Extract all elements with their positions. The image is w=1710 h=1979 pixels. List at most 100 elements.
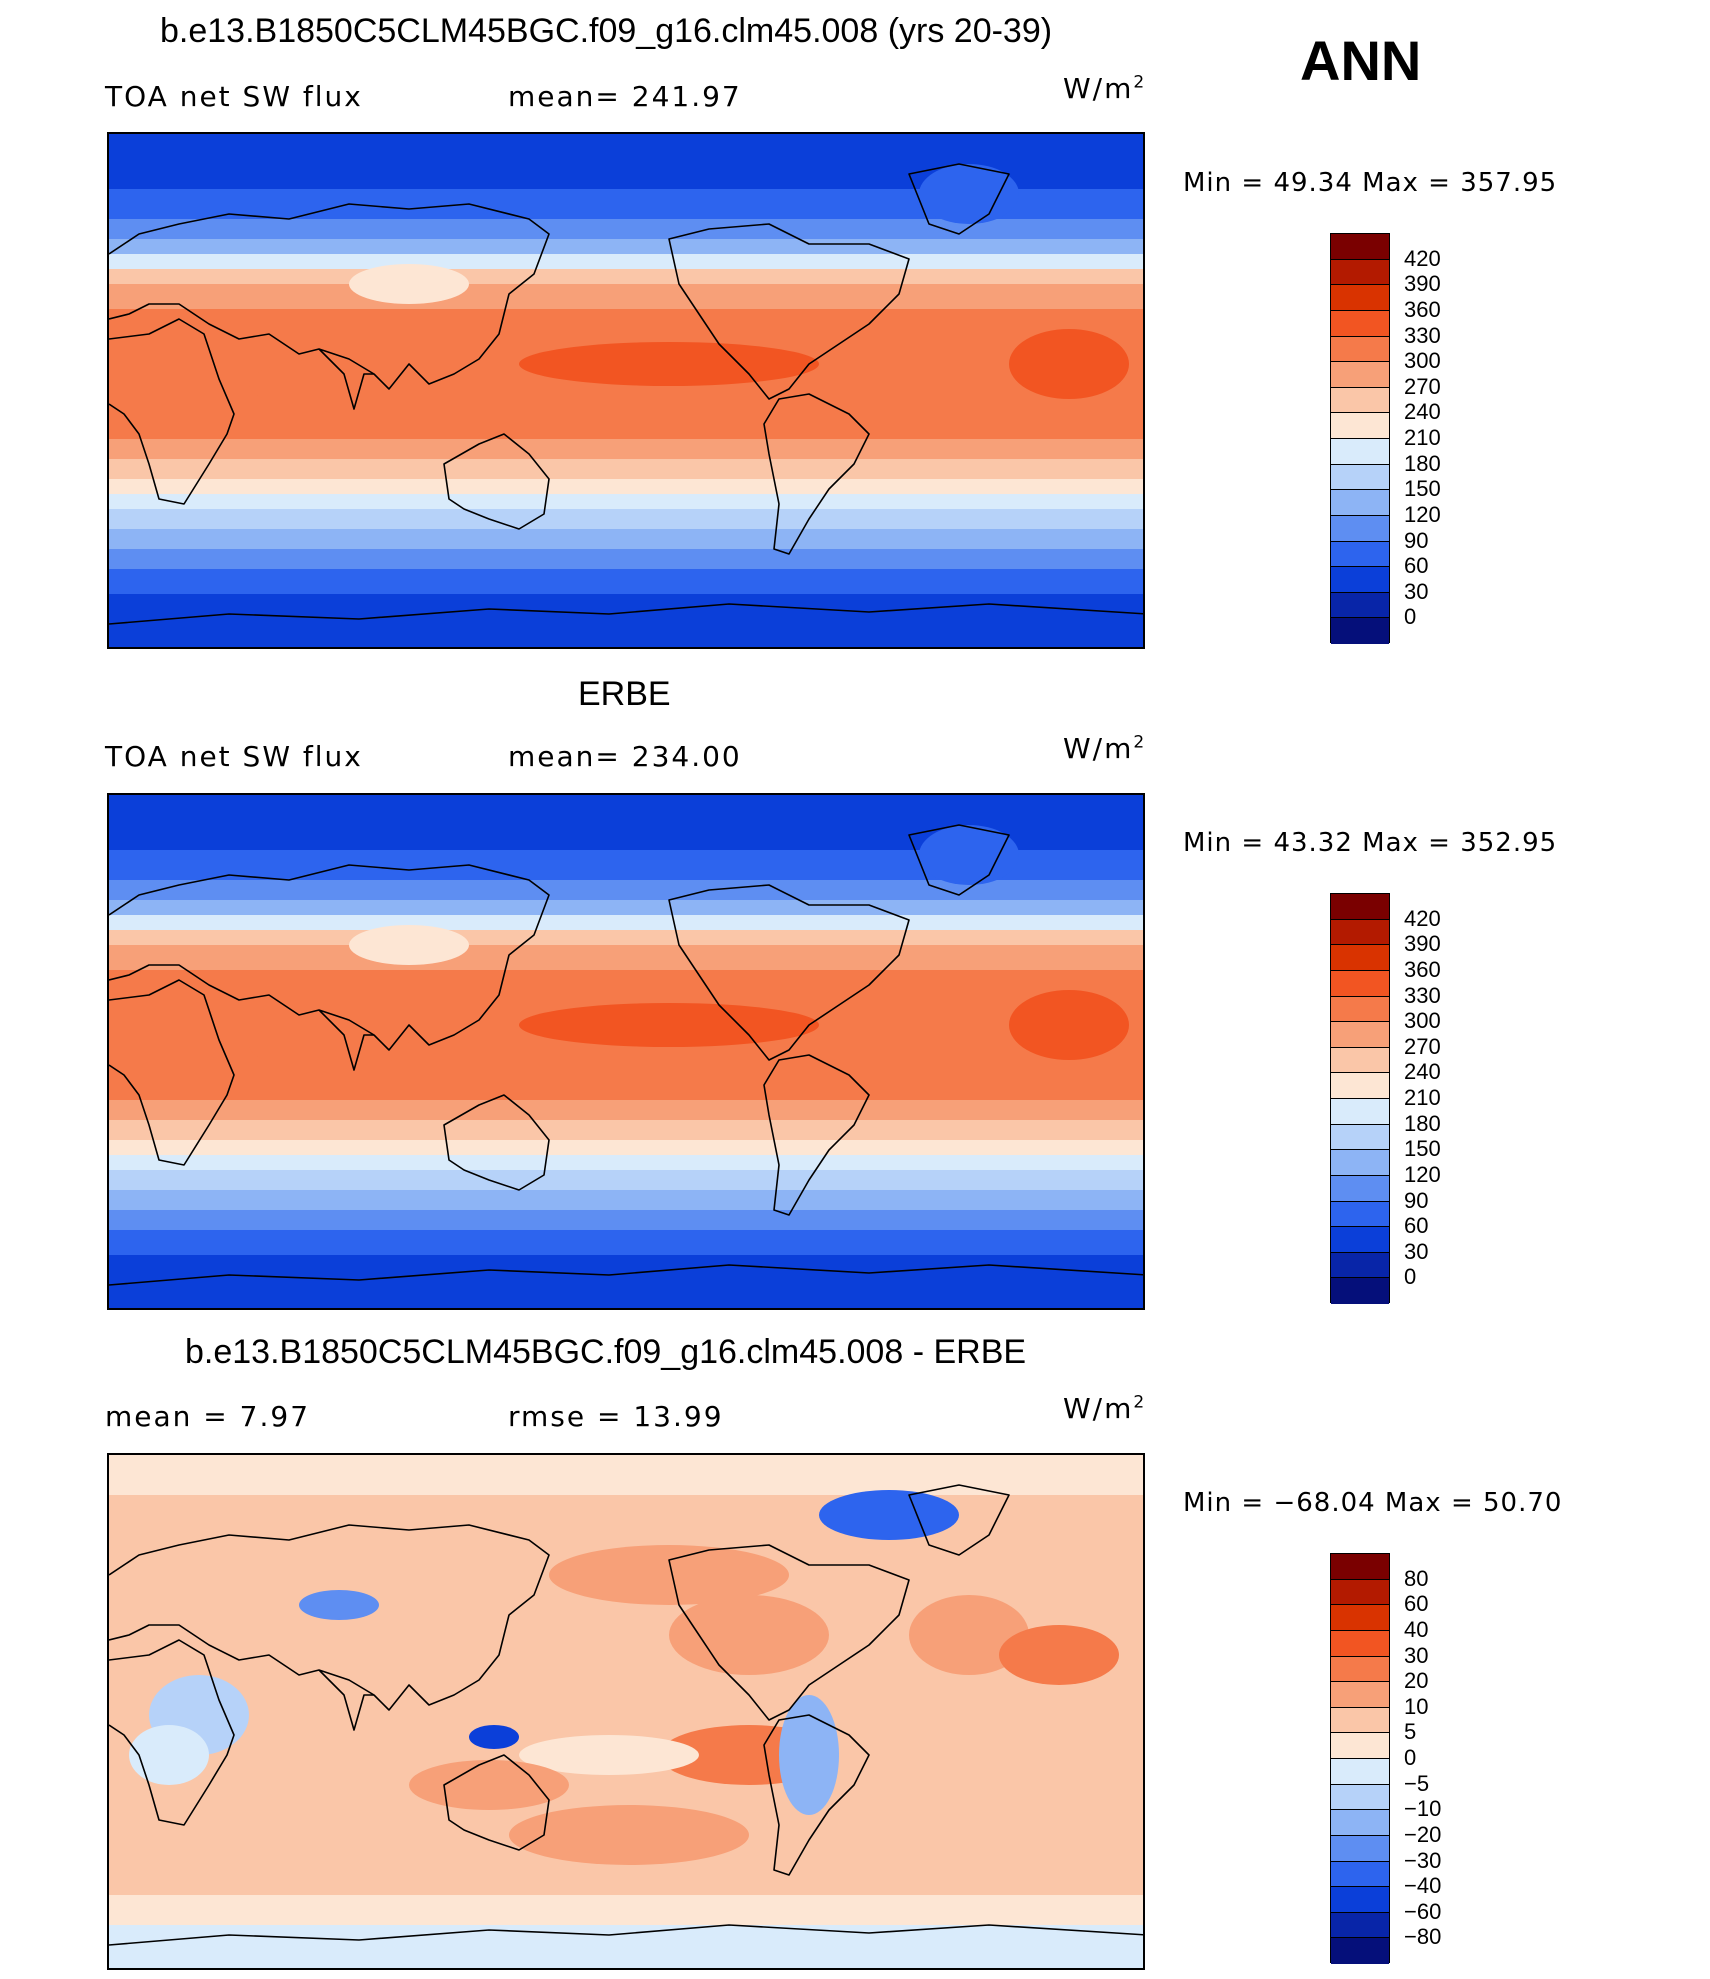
- colorbar-swatch: [1331, 1124, 1389, 1151]
- colorbar-swatch: [1331, 618, 1389, 644]
- colorbar-swatch: [1331, 1278, 1389, 1304]
- colorbar-swatch: [1331, 310, 1389, 337]
- panel2-colorbar: [1330, 893, 1390, 1304]
- panel3-minmax: Min = −68.04 Max = 50.70: [1183, 1488, 1563, 1518]
- colorbar-swatch: [1331, 1201, 1389, 1228]
- colorbar-label: 330: [1404, 982, 1441, 1008]
- colorbar-swatch: [1331, 387, 1389, 414]
- panel3-units: W/m2: [1063, 1392, 1147, 1425]
- colorbar-label: 360: [1404, 956, 1441, 982]
- colorbar-label: −80: [1404, 1924, 1442, 1950]
- panel1-units: W/m2: [1063, 72, 1147, 105]
- colorbar-swatch: [1331, 1938, 1389, 1964]
- panel2-title: ERBE: [578, 675, 671, 713]
- colorbar-label: −10: [1404, 1796, 1442, 1822]
- colorbar-label: 180: [1404, 450, 1441, 476]
- colorbar-swatch: [1331, 1252, 1389, 1279]
- colorbar-swatch: [1331, 1099, 1389, 1125]
- colorbar-label: 40: [1404, 1616, 1429, 1642]
- colorbar-label: 300: [1404, 1008, 1441, 1034]
- colorbar-swatch: [1331, 1707, 1389, 1734]
- colorbar-swatch: [1331, 1656, 1389, 1683]
- panel1-title: b.e13.B1850C5CLM45BGC.f09_g16.clm45.008 …: [160, 12, 1053, 50]
- colorbar-swatch: [1331, 413, 1389, 439]
- colorbar-swatch: [1331, 515, 1389, 542]
- colorbar-label: 180: [1404, 1110, 1441, 1136]
- colorbar-label: 0: [1404, 604, 1417, 630]
- colorbar-label: 240: [1404, 399, 1441, 425]
- colorbar-label: 300: [1404, 348, 1441, 374]
- colorbar-swatch: [1331, 919, 1389, 946]
- colorbar-swatch: [1331, 1810, 1389, 1836]
- colorbar-swatch: [1331, 1073, 1389, 1099]
- panel3-mean: mean = 7.97: [105, 1400, 311, 1433]
- colorbar-swatch: [1331, 1047, 1389, 1074]
- colorbar-label: −60: [1404, 1898, 1442, 1924]
- season-label: ANN: [1300, 29, 1422, 92]
- colorbar-swatch: [1331, 1630, 1389, 1657]
- colorbar-label: 270: [1404, 1033, 1441, 1059]
- colorbar-swatch: [1331, 541, 1389, 568]
- colorbar-label: 5: [1404, 1719, 1417, 1745]
- colorbar-label: 150: [1404, 476, 1441, 502]
- panel1-colorbar: [1330, 233, 1390, 644]
- colorbar-label: 60: [1404, 1591, 1429, 1617]
- colorbar-swatch: [1331, 362, 1389, 388]
- panel1-minmax: Min = 49.34 Max = 357.95: [1183, 168, 1558, 198]
- colorbar-label: 0: [1404, 1264, 1417, 1290]
- panel2-field-label: TOA net SW flux: [105, 740, 363, 773]
- colorbar-swatch: [1331, 1227, 1389, 1253]
- panel1-field-label: TOA net SW flux: [105, 80, 363, 113]
- colorbar-swatch: [1331, 567, 1389, 593]
- colorbar-label: 10: [1404, 1693, 1429, 1719]
- colorbar-swatch: [1331, 1605, 1389, 1631]
- colorbar-label: 60: [1404, 553, 1429, 579]
- panel2-mean: mean= 234.00: [508, 740, 742, 773]
- colorbar-swatch: [1331, 1579, 1389, 1606]
- colorbar-label: 30: [1404, 578, 1429, 604]
- colorbar-swatch: [1331, 464, 1389, 491]
- colorbar-swatch: [1331, 1912, 1389, 1939]
- panel1-mean: mean= 241.97: [508, 80, 742, 113]
- colorbar-label: 420: [1404, 245, 1441, 271]
- colorbar-swatch: [1331, 970, 1389, 997]
- colorbar-swatch: [1331, 1175, 1389, 1202]
- colorbar-label: 240: [1404, 1059, 1441, 1085]
- colorbar-label: 330: [1404, 322, 1441, 348]
- panel3-colorbar: [1330, 1553, 1390, 1964]
- colorbar-swatch: [1331, 945, 1389, 971]
- colorbar-label: 150: [1404, 1136, 1441, 1162]
- colorbar-swatch: [1331, 1784, 1389, 1811]
- colorbar-label: 60: [1404, 1213, 1429, 1239]
- panel3-title: b.e13.B1850C5CLM45BGC.f09_g16.clm45.008 …: [185, 1333, 1027, 1371]
- colorbar-label: 420: [1404, 905, 1441, 931]
- colorbar-swatch: [1331, 1682, 1389, 1708]
- colorbar-label: 30: [1404, 1642, 1429, 1668]
- colorbar-label: 90: [1404, 1187, 1429, 1213]
- colorbar-swatch: [1331, 234, 1389, 260]
- colorbar-label: −20: [1404, 1821, 1442, 1847]
- colorbar-swatch: [1331, 592, 1389, 619]
- colorbar-swatch: [1331, 1835, 1389, 1862]
- panel3-rmse: rmse = 13.99: [508, 1400, 724, 1433]
- colorbar-swatch: [1331, 1554, 1389, 1580]
- colorbar-label: 120: [1404, 501, 1441, 527]
- colorbar-label: 390: [1404, 271, 1441, 297]
- colorbar-label: 210: [1404, 425, 1441, 450]
- panel3-map: [107, 1453, 1145, 1970]
- colorbar-label: −30: [1404, 1847, 1442, 1873]
- colorbar-swatch: [1331, 1150, 1389, 1176]
- colorbar-label: 0: [1404, 1745, 1417, 1770]
- panel1-map: [107, 132, 1145, 649]
- colorbar-label: 390: [1404, 931, 1441, 957]
- colorbar-label: −5: [1404, 1770, 1430, 1796]
- colorbar-swatch: [1331, 439, 1389, 465]
- colorbar-swatch: [1331, 1887, 1389, 1913]
- panel2-minmax: Min = 43.32 Max = 352.95: [1183, 828, 1558, 858]
- colorbar-swatch: [1331, 285, 1389, 311]
- colorbar-label: 120: [1404, 1161, 1441, 1187]
- colorbar-label: 210: [1404, 1085, 1441, 1110]
- colorbar-label: 20: [1404, 1668, 1429, 1694]
- colorbar-swatch: [1331, 1022, 1389, 1048]
- colorbar-label: 360: [1404, 296, 1441, 322]
